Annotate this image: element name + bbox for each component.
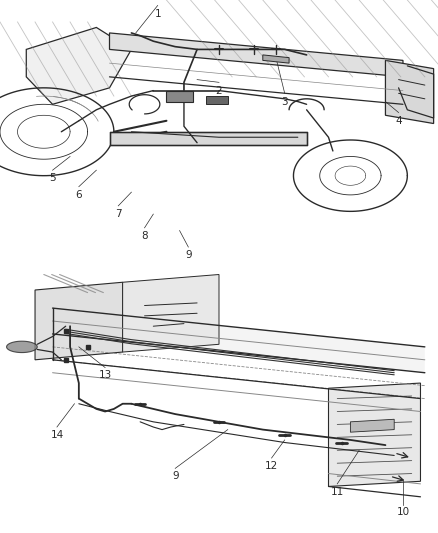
Text: 4: 4 — [395, 116, 402, 126]
Polygon shape — [110, 33, 403, 77]
Polygon shape — [328, 383, 420, 487]
Polygon shape — [166, 91, 193, 102]
Polygon shape — [263, 55, 289, 63]
Text: 7: 7 — [115, 209, 122, 219]
Text: 12: 12 — [265, 461, 278, 471]
Polygon shape — [385, 60, 434, 124]
Polygon shape — [26, 27, 131, 104]
Text: 1: 1 — [154, 9, 161, 19]
Text: 3: 3 — [281, 96, 288, 107]
Text: 13: 13 — [99, 370, 112, 381]
Polygon shape — [53, 308, 425, 373]
Polygon shape — [35, 282, 123, 360]
Polygon shape — [110, 132, 307, 146]
Text: 9: 9 — [185, 251, 192, 260]
Text: 14: 14 — [50, 430, 64, 440]
Text: 2: 2 — [215, 86, 223, 95]
Polygon shape — [123, 274, 219, 352]
Text: 5: 5 — [49, 173, 56, 183]
Text: 9: 9 — [172, 471, 179, 481]
Polygon shape — [7, 341, 37, 352]
Polygon shape — [206, 96, 228, 104]
Text: 11: 11 — [331, 487, 344, 497]
Text: 6: 6 — [75, 190, 82, 200]
Text: 8: 8 — [141, 231, 148, 241]
Text: 10: 10 — [396, 507, 410, 518]
Polygon shape — [350, 419, 394, 432]
